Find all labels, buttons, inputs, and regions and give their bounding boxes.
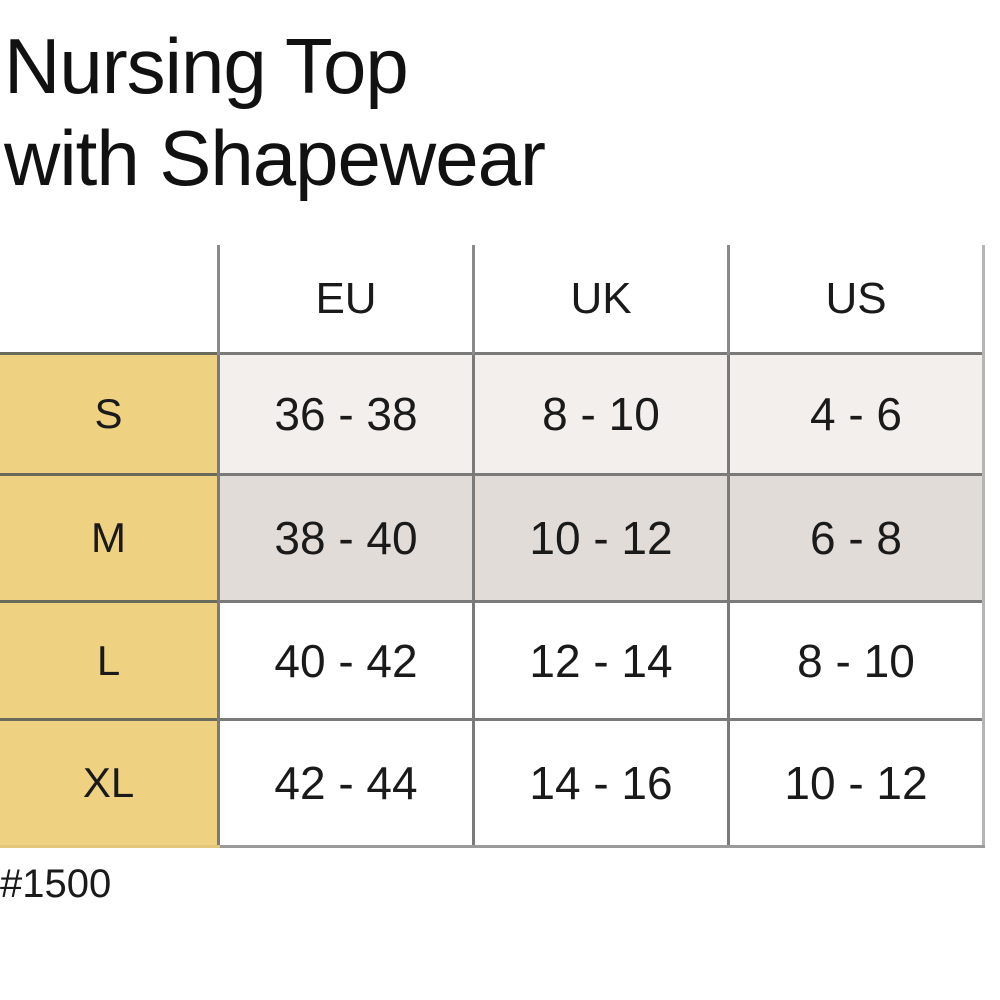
- column-header-uk: UK: [472, 245, 729, 354]
- eu-value: 42 - 44: [217, 718, 474, 848]
- table-row: S 36 - 38 8 - 10 4 - 6: [0, 352, 985, 475]
- page-title: Nursing Top with Shapewear: [4, 20, 546, 204]
- us-value: 8 - 10: [727, 600, 985, 720]
- table-row: XL 42 - 44 14 - 16 10 - 12: [0, 718, 985, 848]
- eu-value: 36 - 38: [217, 352, 474, 475]
- column-header-eu: EU: [217, 245, 474, 354]
- title-line-1: Nursing Top: [4, 22, 409, 110]
- size-label: L: [0, 600, 219, 720]
- column-header-us: US: [727, 245, 985, 354]
- size-chart-table: EU UK US S 36 - 38 8 - 10 4 - 6 M 38 - 4…: [0, 245, 985, 848]
- size-label: M: [0, 473, 219, 602]
- us-value: 6 - 8: [727, 473, 985, 602]
- eu-value: 40 - 42: [217, 600, 474, 720]
- uk-value: 12 - 14: [472, 600, 729, 720]
- size-label: XL: [0, 718, 219, 848]
- header-row: EU UK US: [0, 245, 985, 354]
- uk-value: 10 - 12: [472, 473, 729, 602]
- us-value: 10 - 12: [727, 718, 985, 848]
- product-code: #1500: [0, 862, 112, 906]
- table-row: L 40 - 42 12 - 14 8 - 10: [0, 600, 985, 720]
- eu-value: 38 - 40: [217, 473, 474, 602]
- us-value: 4 - 6: [727, 352, 985, 475]
- title-line-2: with Shapewear: [4, 114, 546, 202]
- corner-cell: [0, 245, 219, 354]
- uk-value: 8 - 10: [472, 352, 729, 475]
- uk-value: 14 - 16: [472, 718, 729, 848]
- size-label: S: [0, 352, 219, 475]
- table-row: M 38 - 40 10 - 12 6 - 8: [0, 473, 985, 602]
